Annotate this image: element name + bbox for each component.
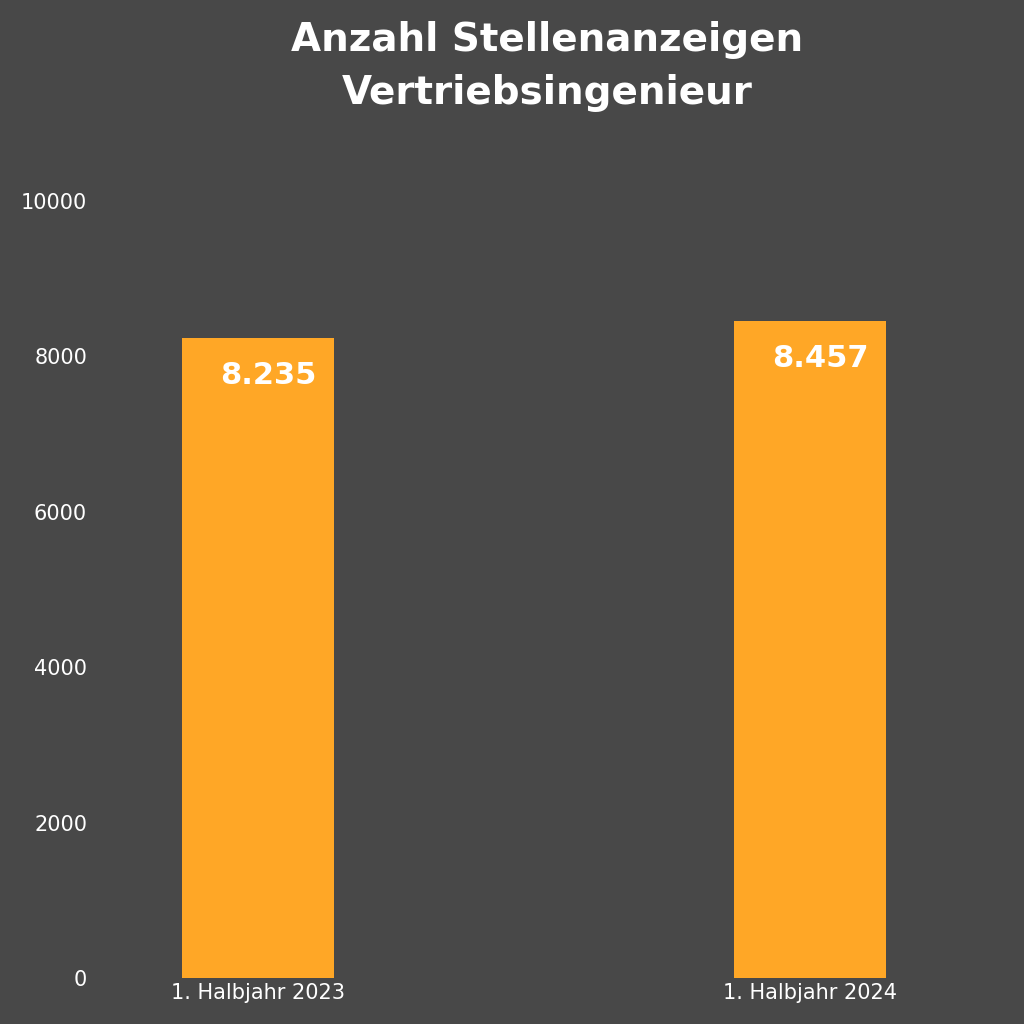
Title: Anzahl Stellenanzeigen
Vertriebsingenieur: Anzahl Stellenanzeigen Vertriebsingenieu…	[292, 20, 804, 112]
Bar	[734, 321, 886, 978]
Text: 8.235: 8.235	[220, 361, 316, 390]
Text: 8.457: 8.457	[772, 344, 868, 373]
Bar	[181, 338, 334, 978]
